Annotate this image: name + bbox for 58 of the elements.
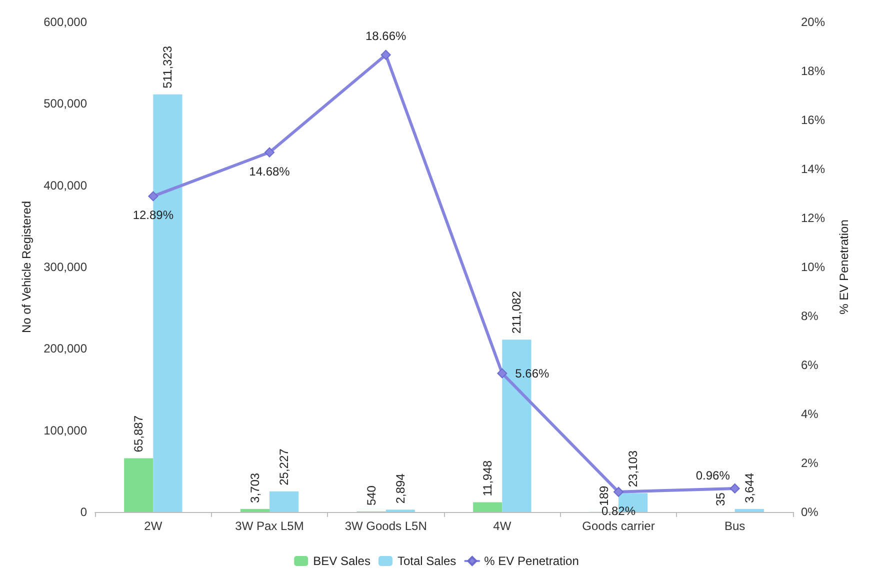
bar bbox=[734, 509, 764, 512]
y2-tick-label: 10% bbox=[801, 260, 826, 274]
data-label: 0.82% bbox=[601, 504, 636, 518]
point bbox=[148, 191, 158, 202]
data-label: 5.66% bbox=[515, 366, 550, 380]
data-label: 540 bbox=[364, 485, 378, 506]
y2-tick-label: 16% bbox=[801, 113, 826, 127]
y2-axis-title: % EV Penetration bbox=[837, 220, 851, 314]
data-label: 14.68% bbox=[249, 164, 290, 178]
y2-tick-label: 20% bbox=[801, 15, 826, 29]
data-label: 511,323 bbox=[160, 46, 175, 88]
data-label: 189 bbox=[596, 486, 611, 506]
data-label: 11,948 bbox=[480, 460, 495, 496]
x-tick-label: 4W bbox=[493, 519, 512, 533]
y-tick-label: 200,000 bbox=[44, 342, 88, 356]
x-tick-label: 2W bbox=[144, 519, 163, 533]
point bbox=[264, 147, 274, 158]
y-tick-label: 100,000 bbox=[44, 423, 88, 438]
data-label: 3,644 bbox=[742, 472, 756, 504]
x-tick-label: 3W Goods L5N bbox=[344, 519, 427, 533]
y-tick-label: 300,000 bbox=[44, 260, 88, 274]
bar bbox=[240, 508, 270, 512]
bar bbox=[270, 491, 299, 512]
y2-tick-label: 4% bbox=[801, 407, 819, 421]
data-label: 3,703 bbox=[248, 472, 262, 503]
legend-label: % EV Penetration bbox=[484, 554, 579, 568]
legend-label: Total Sales bbox=[397, 554, 456, 568]
point bbox=[497, 368, 508, 378]
y2-tick-label: 12% bbox=[801, 211, 826, 225]
y2-tick-label: 6% bbox=[801, 358, 819, 372]
data-label: 0.96% bbox=[696, 468, 730, 482]
x-tick-label: 3W Pax L5M bbox=[235, 519, 304, 533]
y-tick-label: 500,000 bbox=[44, 96, 88, 111]
data-label: 35 bbox=[713, 492, 728, 506]
x-tick-label: Bus bbox=[724, 519, 746, 533]
y2-tick-label: 8% bbox=[801, 309, 819, 323]
data-label: 211,082 bbox=[510, 290, 524, 334]
y2-tick-label: 0% bbox=[801, 505, 819, 519]
bar bbox=[124, 458, 154, 512]
y-axis-title: No of Vehicle Registered bbox=[20, 200, 34, 334]
data-label: 2,894 bbox=[393, 473, 408, 504]
data-label: 65,887 bbox=[132, 415, 146, 452]
y-tick-label: 0 bbox=[80, 505, 88, 519]
data-label: 23,103 bbox=[626, 450, 640, 488]
bar bbox=[473, 502, 502, 512]
data-label: 25,227 bbox=[277, 448, 292, 486]
y2-tick-label: 14% bbox=[801, 162, 826, 176]
point bbox=[380, 50, 391, 60]
y2-tick-label: 2% bbox=[801, 456, 819, 470]
x-tick-label: Goods carrier bbox=[582, 519, 655, 533]
point bbox=[730, 483, 740, 494]
data-label: 12.89% bbox=[132, 208, 174, 222]
legend-label: BEV Sales bbox=[313, 554, 370, 568]
y2-tick-label: 18% bbox=[801, 64, 826, 78]
y-tick-label: 600,000 bbox=[44, 15, 88, 29]
data-label: 18.66% bbox=[365, 28, 407, 43]
point bbox=[614, 486, 624, 497]
y-tick-label: 400,000 bbox=[44, 178, 88, 192]
